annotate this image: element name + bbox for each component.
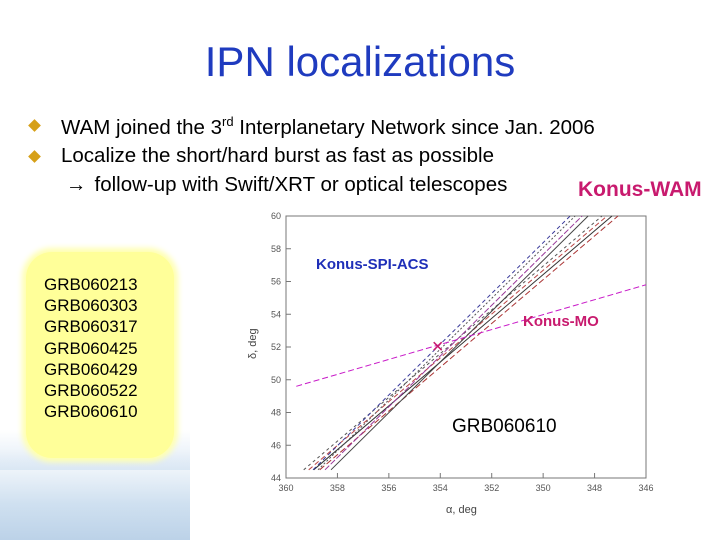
grb-list-item: GRB060429 xyxy=(44,359,138,379)
y-tick-label: 50 xyxy=(271,375,281,385)
grb-list-item: GRB060317 xyxy=(44,317,138,337)
y-tick-label: 56 xyxy=(271,277,281,287)
konus-spi-acs-label: Konus-SPI-ACS xyxy=(316,256,429,273)
series-line xyxy=(312,215,571,471)
grb-list: GRB060213 GRB060303 GRB060317 GRB060425 GRB0… xyxy=(44,274,138,422)
x-tick-label: 346 xyxy=(638,483,653,493)
series-line xyxy=(303,215,603,471)
bullet-item-1: WAM joined the 3rd Interplanetary Networ… xyxy=(24,108,595,142)
y-tick-label: 58 xyxy=(271,244,281,254)
grb-list-item: GRB060213 xyxy=(44,275,138,294)
x-tick-label: 354 xyxy=(433,483,448,493)
diamond-bullet-icon xyxy=(28,150,41,163)
bullet-list: WAM joined the 3rd Interplanetary Networ… xyxy=(24,108,595,199)
diamond-bullet-icon xyxy=(28,118,41,132)
bullet-text-2: Localize the short/hard burst as fast as… xyxy=(61,144,495,168)
grb-chart-label: GRB060610 xyxy=(452,416,557,437)
y-tick-label: 44 xyxy=(271,473,281,483)
grb-list-item: GRB060425 xyxy=(44,338,138,358)
konus-wam-label: Konus-WAM xyxy=(578,178,702,201)
x-tick-label: 350 xyxy=(536,483,551,493)
grb-list-item: GRB060303 xyxy=(44,296,138,316)
x-tick-label: 352 xyxy=(484,483,499,493)
x-tick-label: 360 xyxy=(278,483,293,493)
grb-list-box xyxy=(26,252,174,458)
konus-mo-label: Konus-MO xyxy=(523,313,599,330)
grb-list-item: GRB060610 xyxy=(44,402,138,422)
series-line xyxy=(313,215,613,471)
intersection-marker xyxy=(433,341,443,351)
arrow-text: follow-up with Swift/XRT or optical tele… xyxy=(94,172,508,196)
series-line xyxy=(319,215,619,471)
x-tick-label: 358 xyxy=(330,483,345,493)
x-tick-label: 356 xyxy=(381,483,396,493)
y-tick-label: 60 xyxy=(271,211,281,221)
y-axis-label: δ, deg xyxy=(247,328,259,359)
series-line xyxy=(296,284,647,387)
series-line xyxy=(330,215,589,471)
y-tick-label: 54 xyxy=(271,309,281,319)
y-tick-label: 52 xyxy=(271,342,281,352)
slide-title: IPN localizations xyxy=(204,38,516,85)
series-line xyxy=(324,215,583,471)
x-tick-label: 348 xyxy=(587,483,602,493)
grb-list-item: GRB060522 xyxy=(44,381,138,401)
bullet-text-1: WAM joined the 3rd Interplanetary Networ… xyxy=(61,114,595,139)
y-tick-label: 48 xyxy=(271,408,281,418)
arrow-item: → follow-up with Swift/XRT or optical te… xyxy=(24,171,595,200)
y-tick-label: 46 xyxy=(271,440,281,450)
bullet-item-2: Localize the short/hard burst as fast as… xyxy=(24,142,595,171)
series-line xyxy=(308,215,608,471)
x-axis-label: α, deg xyxy=(446,504,477,516)
right-arrow-icon: → xyxy=(66,172,87,196)
localization-chart: 360 358 356 354 352 350 348 346 60 58 56 54 52 50 48 46… xyxy=(247,211,654,516)
